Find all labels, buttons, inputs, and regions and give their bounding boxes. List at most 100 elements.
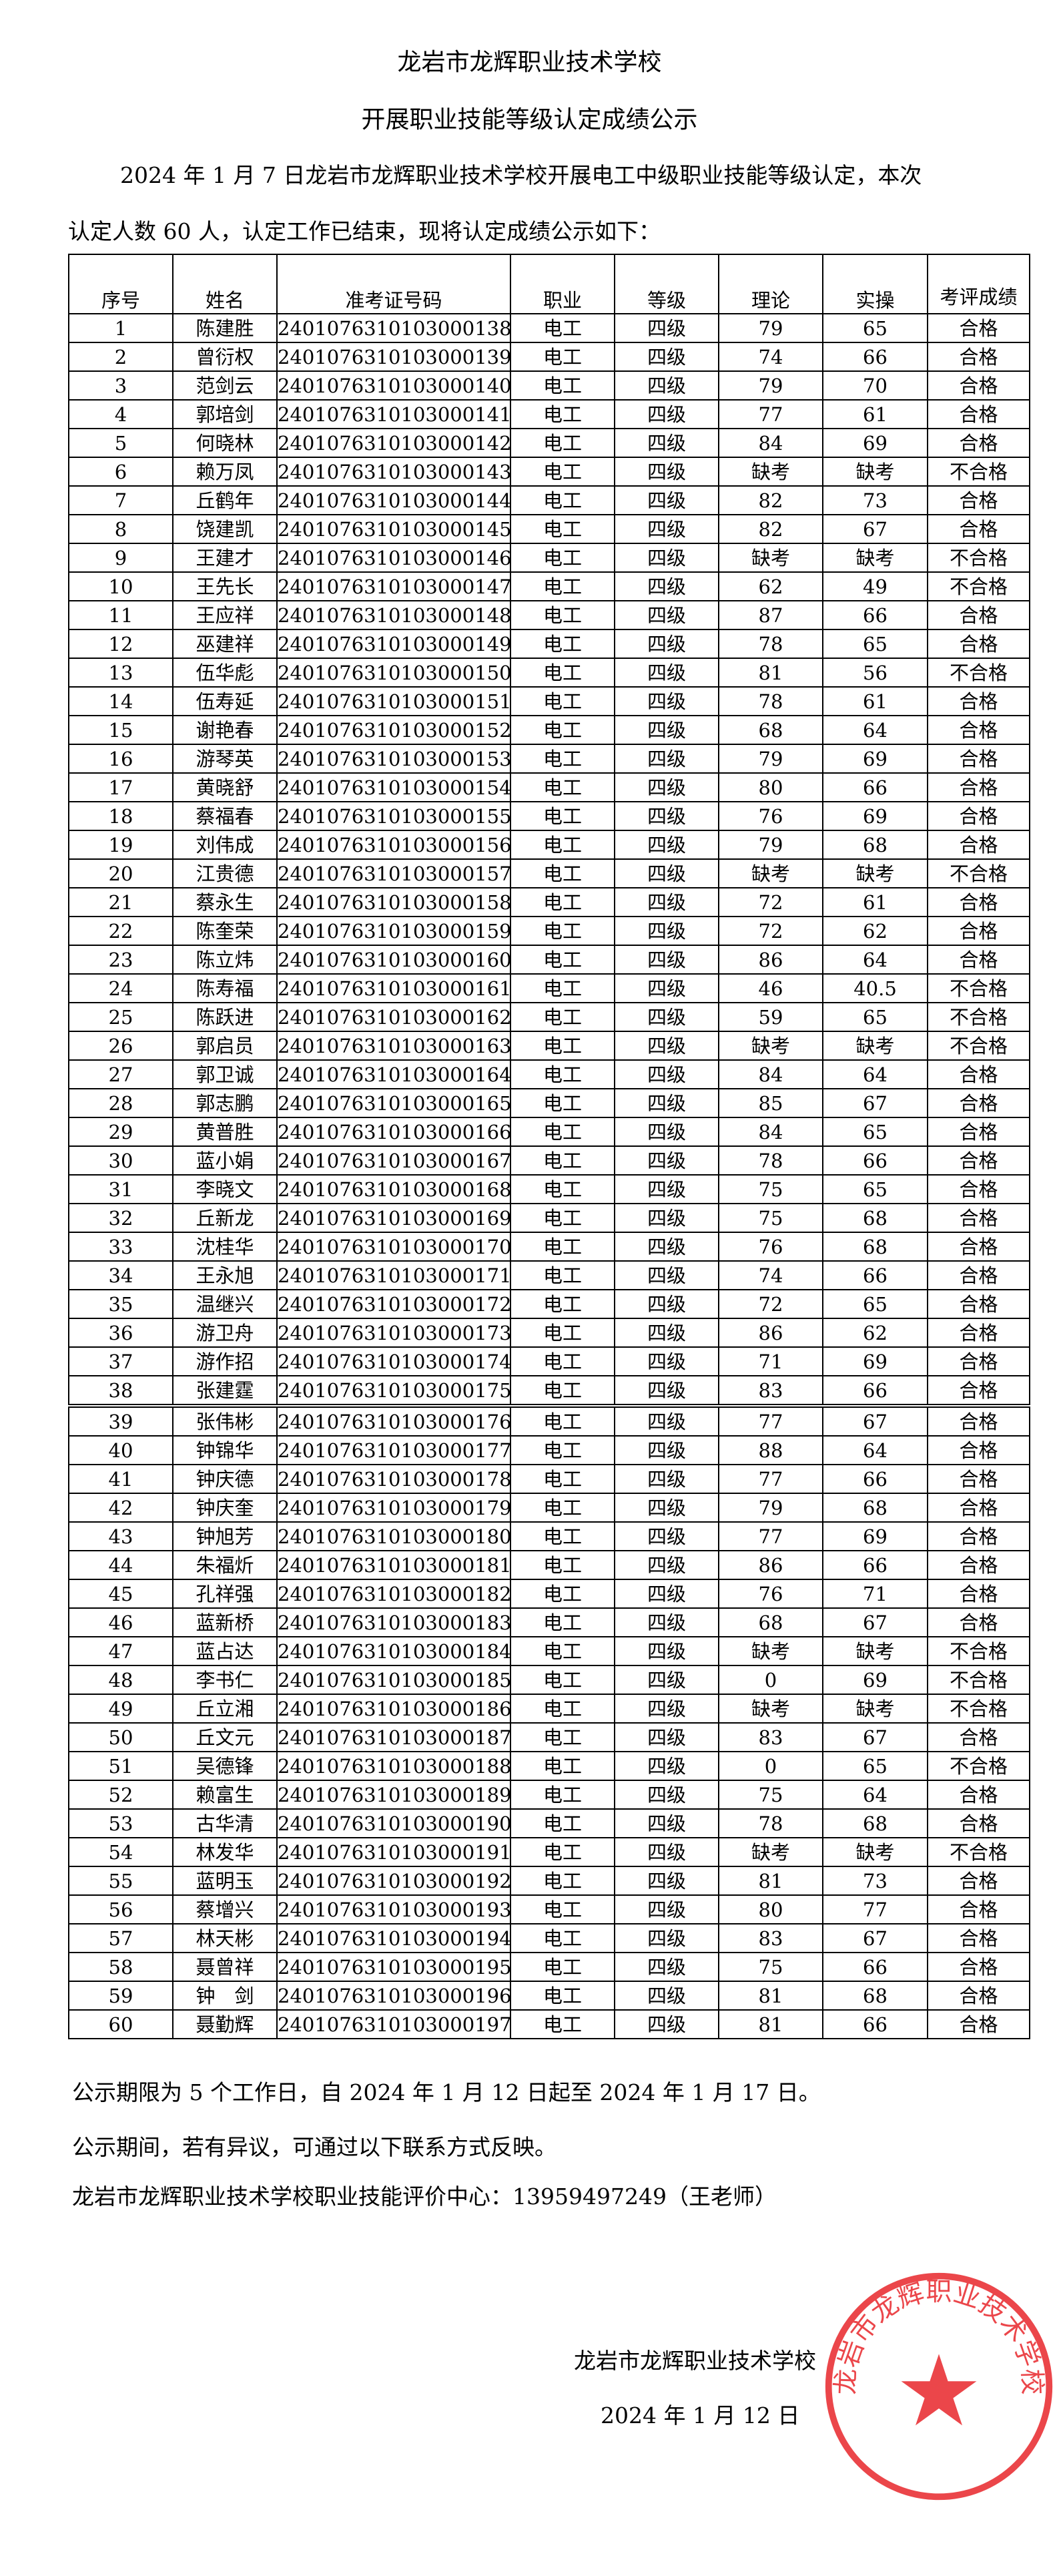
level: 四级 — [614, 600, 719, 630]
row-no: 59 — [68, 1981, 173, 2011]
occupation: 电工 — [510, 1521, 615, 1551]
practical-score: 67 — [822, 514, 928, 544]
theory-score: 68 — [718, 715, 823, 745]
level: 四级 — [614, 1722, 719, 1752]
occupation: 电工 — [510, 658, 615, 688]
theory-score: 59 — [718, 1002, 823, 1032]
practical-score: 65 — [822, 1751, 928, 1781]
practical-score: 66 — [822, 1550, 928, 1580]
row-no: 60 — [68, 2009, 173, 2039]
exam-id: 2401076310103000176 — [276, 1404, 511, 1437]
exam-id: 2401076310103000187 — [276, 1722, 511, 1752]
student-name: 张建霆 — [172, 1375, 278, 1406]
exam-id: 2401076310103000192 — [276, 1866, 511, 1896]
row-no: 21 — [68, 887, 173, 917]
theory-score: 71 — [718, 1346, 823, 1376]
student-name: 钟锦华 — [172, 1435, 278, 1465]
table-row: 36 游卫舟 2401076310103000173 电工 四级 86 62 合格 — [68, 1318, 1030, 1348]
student-name: 孔祥强 — [172, 1579, 278, 1609]
level: 四级 — [614, 543, 719, 573]
student-name: 钟 剑 — [172, 1981, 278, 2011]
table-row: 34 王永旭 2401076310103000171 电工 四级 74 66 合格 — [68, 1260, 1030, 1290]
occupation: 电工 — [510, 629, 615, 659]
practical-score: 缺考 — [822, 1837, 928, 1867]
table-row: 15 谢艳春 2401076310103000152 电工 四级 68 64 合格 — [68, 715, 1030, 745]
level: 四级 — [614, 1260, 719, 1290]
table-row: 57 林天彬 2401076310103000194 电工 四级 83 67 合格 — [68, 1923, 1030, 1953]
student-name: 王永旭 — [172, 1260, 278, 1290]
table-row: 31 李晓文 2401076310103000168 电工 四级 75 65 合格 — [68, 1174, 1030, 1204]
row-no: 25 — [68, 1002, 173, 1032]
occupation: 电工 — [510, 514, 615, 544]
theory-score: 87 — [718, 600, 823, 630]
practical-score: 66 — [822, 2009, 928, 2039]
practical-score: 缺考 — [822, 858, 928, 888]
level: 四级 — [614, 1059, 719, 1089]
row-no: 19 — [68, 830, 173, 860]
exam-id: 2401076310103000174 — [276, 1346, 511, 1376]
student-name: 游卫舟 — [172, 1318, 278, 1348]
practical-score: 56 — [822, 658, 928, 688]
official-seal: 龙岩市龙辉职业技术学校 — [825, 2272, 1053, 2501]
exam-id: 2401076310103000179 — [276, 1493, 511, 1523]
occupation: 电工 — [510, 1837, 615, 1867]
level: 四级 — [614, 1579, 719, 1609]
exam-id: 2401076310103000140 — [276, 370, 511, 401]
occupation: 电工 — [510, 1636, 615, 1666]
table-row: 25 陈跃进 2401076310103000162 电工 四级 59 65 不合格 — [68, 1002, 1030, 1032]
student-name: 江贵德 — [172, 858, 278, 888]
occupation: 电工 — [510, 945, 615, 975]
table-row: 44 朱福炘 2401076310103000181 电工 四级 86 66 合格 — [68, 1550, 1030, 1580]
practical-score: 67 — [822, 1607, 928, 1637]
table-row: 10 王先长 2401076310103000147 电工 四级 62 49 不合格 — [68, 571, 1030, 601]
student-name: 黄普胜 — [172, 1117, 278, 1147]
theory-score: 0 — [718, 1665, 823, 1695]
level: 四级 — [614, 1375, 719, 1406]
result: 合格 — [927, 428, 1030, 458]
level: 四级 — [614, 1145, 719, 1176]
student-name: 郭志鹏 — [172, 1088, 278, 1118]
result: 合格 — [927, 1375, 1030, 1406]
theory-score: 77 — [718, 399, 823, 429]
exam-id: 2401076310103000188 — [276, 1751, 511, 1781]
occupation: 电工 — [510, 858, 615, 888]
row-no: 53 — [68, 1808, 173, 1838]
objection-note: 公示期间，若有异议，可通过以下联系方式反映。 — [72, 2134, 557, 2160]
table-row: 59 钟 剑 2401076310103000196 电工 四级 81 68 合格 — [68, 1981, 1030, 2011]
exam-id: 2401076310103000193 — [276, 1894, 511, 1924]
title-school: 龙岩市龙辉职业技术学校 — [397, 49, 662, 76]
row-no: 36 — [68, 1318, 173, 1348]
theory-score: 84 — [718, 428, 823, 458]
practical-score: 66 — [822, 1464, 928, 1494]
theory-score: 88 — [718, 1435, 823, 1465]
result: 合格 — [927, 485, 1030, 515]
practical-score: 67 — [822, 1088, 928, 1118]
table-row: 11 王应祥 2401076310103000148 电工 四级 87 66 合格 — [68, 600, 1030, 630]
practical-score: 69 — [822, 1346, 928, 1376]
table-row: 26 郭启员 2401076310103000163 电工 四级 缺考 缺考 不合格 — [68, 1031, 1030, 1061]
result: 合格 — [927, 342, 1030, 372]
exam-id: 2401076310103000159 — [276, 916, 511, 946]
result: 不合格 — [927, 1665, 1030, 1695]
theory-score: 缺考 — [718, 1694, 823, 1724]
row-no: 41 — [68, 1464, 173, 1494]
row-no: 42 — [68, 1493, 173, 1523]
student-name: 张伟彬 — [172, 1404, 278, 1437]
col-header-exam-id: 准考证号码 — [276, 254, 511, 314]
result: 合格 — [927, 1952, 1030, 1982]
occupation: 电工 — [510, 1694, 615, 1724]
occupation: 电工 — [510, 1550, 615, 1580]
theory-score: 82 — [718, 514, 823, 544]
seal-ring — [825, 2272, 1053, 2501]
intro-line-2: 认定人数 60 人，认定工作已结束，现将认定成绩公示如下： — [68, 218, 661, 244]
title-notice: 开展职业技能等级认定成绩公示 — [361, 106, 698, 134]
result: 合格 — [927, 801, 1030, 831]
signature-school: 龙岩市龙辉职业技术学校 — [574, 2348, 816, 2374]
level: 四级 — [614, 1550, 719, 1580]
level: 四级 — [614, 1636, 719, 1666]
practical-score: 64 — [822, 715, 928, 745]
intro-line-1: 2024 年 1 月 7 日龙岩市龙辉职业技术学校开展电工中级职业技能等级认定，… — [120, 162, 922, 188]
level: 四级 — [614, 1493, 719, 1523]
col-header-practical: 实操 — [822, 254, 928, 314]
student-name: 王建才 — [172, 543, 278, 573]
